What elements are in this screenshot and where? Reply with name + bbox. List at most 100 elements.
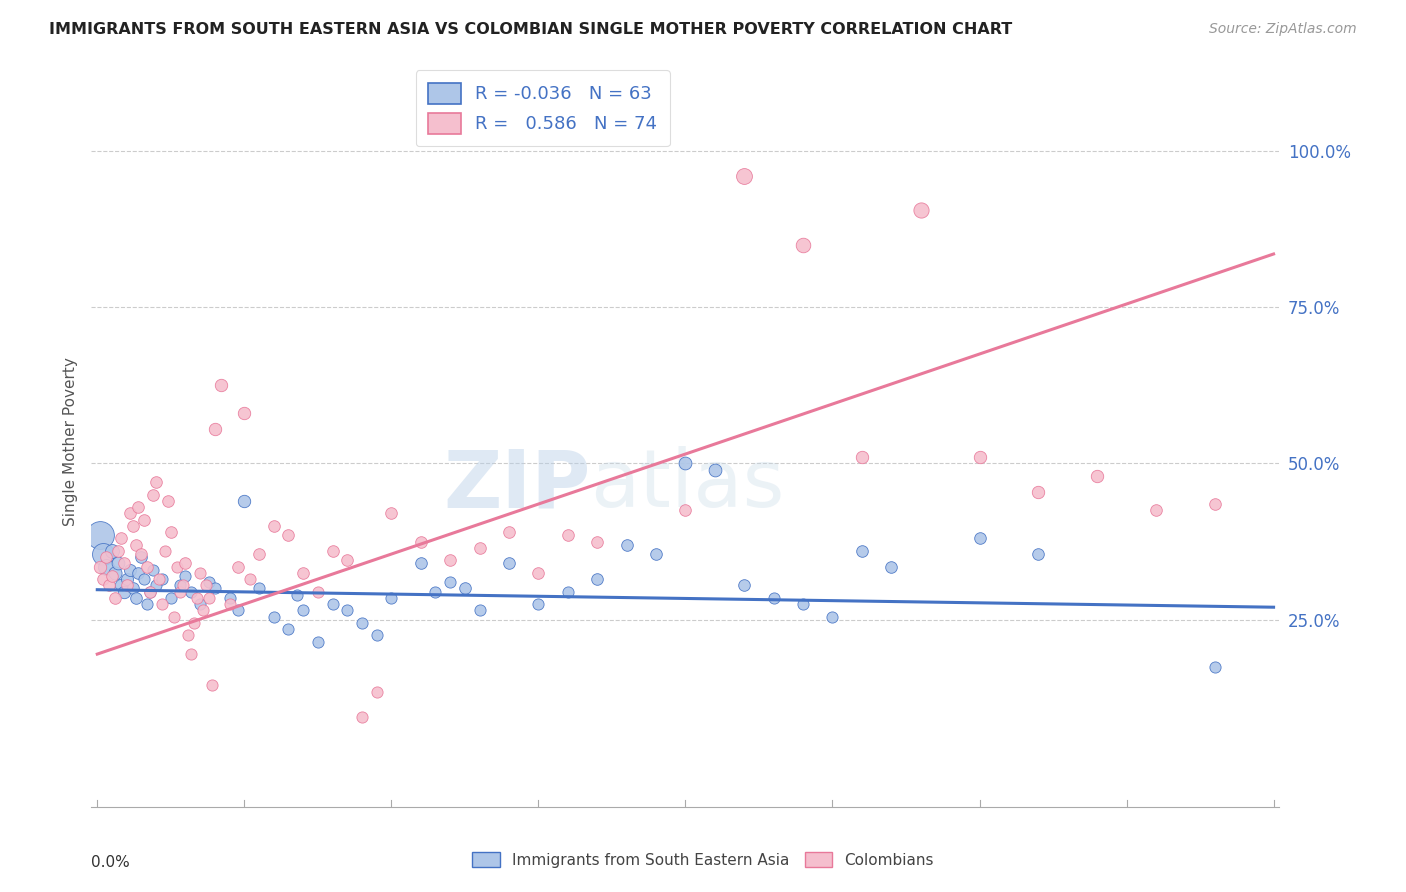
Point: [163, 609, 186, 624]
Point: [115, 578, 138, 592]
Point: [159, 525, 181, 540]
Point: [322, 544, 344, 558]
Point: [821, 609, 844, 624]
Point: [292, 603, 315, 617]
Legend: R = -0.036   N = 63, R =   0.586   N = 74: R = -0.036 N = 63, R = 0.586 N = 74: [416, 70, 671, 146]
Point: [218, 597, 240, 611]
Point: [277, 528, 299, 542]
Point: [1085, 469, 1108, 483]
Point: [180, 584, 202, 599]
Point: [110, 532, 132, 546]
Point: [910, 203, 932, 218]
Point: [307, 584, 329, 599]
Point: [263, 609, 285, 624]
Point: [142, 563, 165, 577]
Point: [1144, 503, 1167, 517]
Point: [98, 578, 121, 592]
Point: [139, 584, 162, 599]
Point: [851, 450, 873, 465]
Point: [169, 578, 191, 592]
Point: [792, 597, 814, 611]
Point: [218, 591, 240, 605]
Point: [198, 575, 221, 590]
Text: IMMIGRANTS FROM SOUTH EASTERN ASIA VS COLOMBIAN SINGLE MOTHER POVERTY CORRELATIO: IMMIGRANTS FROM SOUTH EASTERN ASIA VS CO…: [49, 22, 1012, 37]
Point: [233, 406, 256, 420]
Point: [188, 597, 211, 611]
Point: [115, 572, 138, 586]
Point: [198, 591, 221, 605]
Point: [247, 582, 270, 596]
Point: [557, 584, 579, 599]
Point: [209, 378, 232, 392]
Point: [124, 538, 146, 552]
Point: [127, 566, 149, 580]
Point: [159, 591, 181, 605]
Point: [263, 519, 285, 533]
Point: [498, 557, 520, 571]
Point: [188, 566, 211, 580]
Point: [1026, 484, 1049, 499]
Point: [107, 544, 129, 558]
Point: [366, 684, 388, 698]
Point: [191, 603, 214, 617]
Y-axis label: Single Mother Poverty: Single Mother Poverty: [62, 357, 77, 526]
Point: [136, 597, 159, 611]
Text: ZIP: ZIP: [443, 446, 591, 524]
Point: [121, 519, 143, 533]
Point: [969, 532, 991, 546]
Point: [148, 572, 170, 586]
Point: [174, 557, 197, 571]
Point: [468, 541, 491, 555]
Point: [107, 557, 129, 571]
Point: [156, 494, 179, 508]
Point: [124, 591, 146, 605]
Point: [557, 528, 579, 542]
Point: [101, 544, 124, 558]
Point: [1026, 547, 1049, 561]
Point: [277, 622, 299, 636]
Legend: Immigrants from South Eastern Asia, Colombians: Immigrants from South Eastern Asia, Colo…: [467, 846, 939, 873]
Point: [380, 507, 402, 521]
Point: [201, 678, 224, 692]
Point: [880, 559, 903, 574]
Point: [969, 450, 991, 465]
Point: [409, 534, 432, 549]
Point: [239, 572, 262, 586]
Point: [145, 578, 167, 592]
Point: [468, 603, 491, 617]
Point: [118, 507, 141, 521]
Point: [673, 457, 696, 471]
Point: [91, 572, 114, 586]
Point: [285, 588, 308, 602]
Point: [145, 475, 167, 490]
Point: [336, 553, 359, 567]
Point: [134, 572, 156, 586]
Point: [292, 566, 315, 580]
Point: [762, 591, 785, 605]
Point: [94, 559, 117, 574]
Point: [204, 422, 226, 436]
Point: [131, 550, 153, 565]
Point: [247, 547, 270, 561]
Point: [172, 578, 194, 592]
Point: [104, 566, 127, 580]
Point: [439, 553, 461, 567]
Point: [136, 559, 159, 574]
Point: [134, 513, 156, 527]
Point: [183, 615, 205, 630]
Point: [101, 569, 124, 583]
Point: [498, 525, 520, 540]
Point: [454, 582, 477, 596]
Point: [131, 547, 153, 561]
Point: [350, 615, 373, 630]
Point: [1204, 497, 1226, 511]
Point: [112, 557, 135, 571]
Point: [112, 584, 135, 599]
Point: [89, 528, 111, 542]
Point: [439, 575, 461, 590]
Text: Source: ZipAtlas.com: Source: ZipAtlas.com: [1209, 22, 1357, 37]
Point: [228, 559, 250, 574]
Point: [139, 584, 162, 599]
Point: [127, 500, 149, 515]
Point: [233, 494, 256, 508]
